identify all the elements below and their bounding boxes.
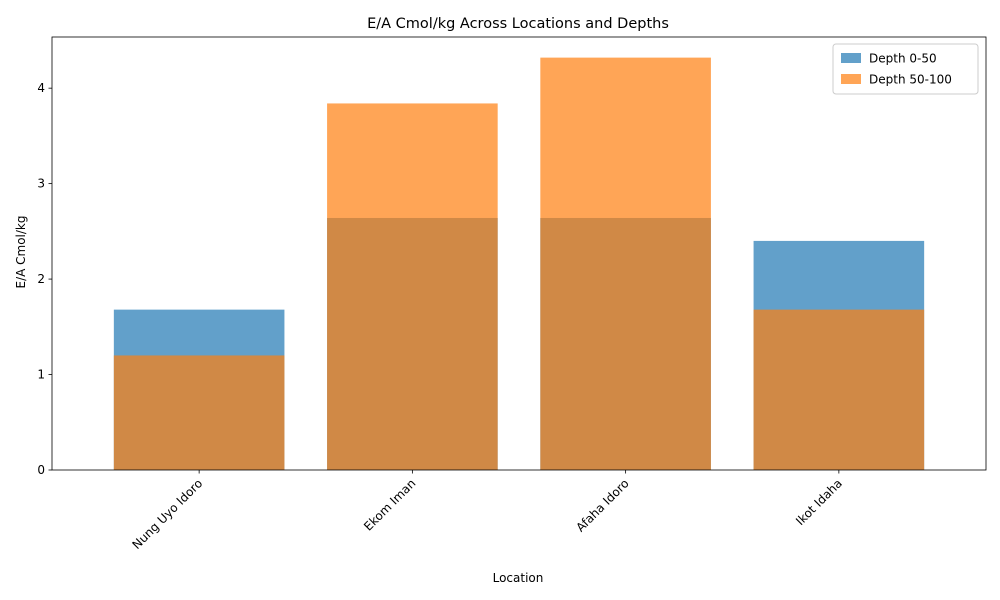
x-tick-label: Ekom Iman	[361, 476, 418, 533]
legend-box	[832, 43, 979, 95]
y-tick-label: 1	[37, 368, 45, 382]
legend-swatch-1	[841, 53, 861, 63]
bar-series2-nung-uyo-idoro	[113, 355, 285, 470]
chart-title: E/A Cmol/kg Across Locations and Depths	[367, 16, 669, 32]
x-tick-label: Afaha Idoro	[573, 476, 631, 534]
y-tick-label: 0	[37, 463, 45, 477]
bar-series2-ikot-idaha	[753, 309, 925, 470]
x-tick-label: Ikot Idaha	[793, 476, 845, 528]
plot-frame	[51, 36, 987, 471]
y-tick-label: 2	[37, 272, 45, 286]
y-tick-label: 4	[37, 81, 45, 95]
y-axis-label: E/A Cmol/kg	[14, 215, 28, 288]
legend-label-2: Depth 50-100	[869, 73, 952, 87]
bars-group	[113, 57, 925, 471]
bar-series2-ekom-iman	[327, 103, 498, 471]
legend-swatch-2	[841, 74, 861, 84]
bar-series2-afaha-idoro	[540, 57, 711, 470]
x-tick-label: Nung Uyo Idoro	[129, 476, 205, 552]
legend: Depth 0-50 Depth 50-100	[832, 43, 979, 95]
x-axis-label: Location	[493, 571, 544, 585]
legend-label-1: Depth 0-50	[869, 52, 937, 66]
y-tick-label: 3	[37, 177, 45, 191]
